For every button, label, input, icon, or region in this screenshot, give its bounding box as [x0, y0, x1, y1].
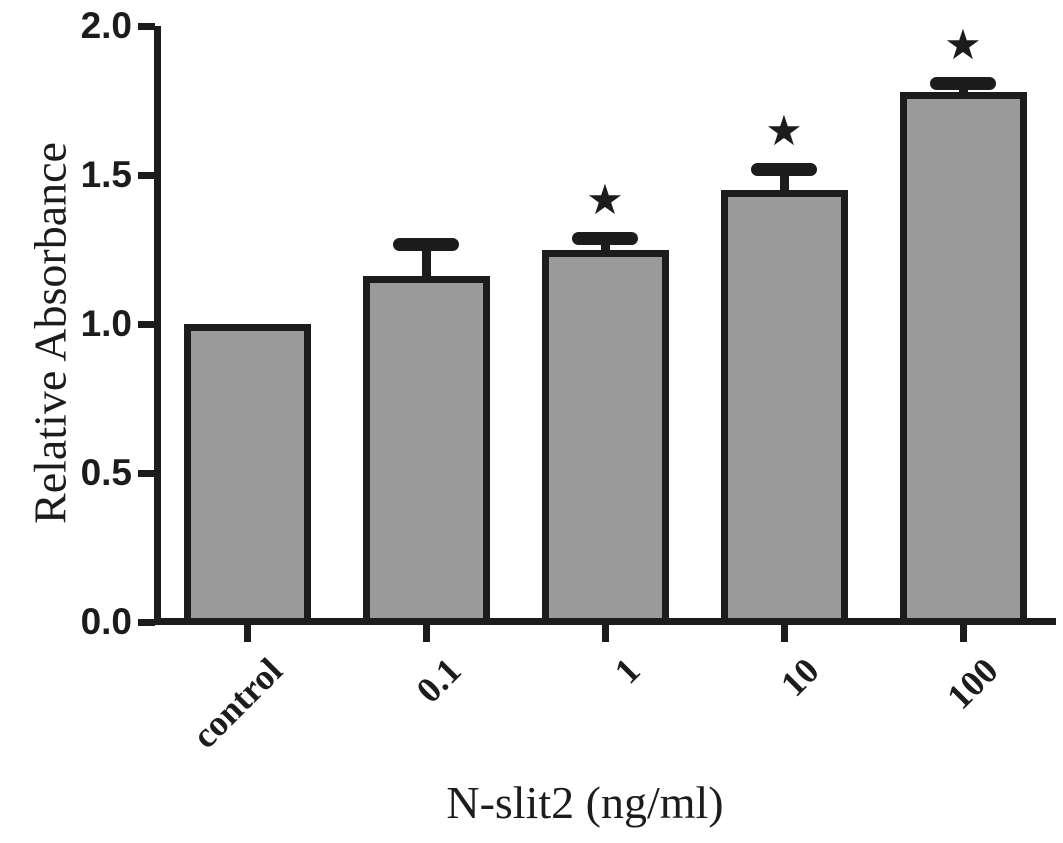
error-bar-stem: [421, 243, 431, 280]
y-tick-label: 2.0: [80, 5, 132, 46]
y-tick-label: 0.5: [80, 452, 132, 493]
x-tick: [423, 625, 430, 642]
error-bar-stem: [779, 169, 789, 193]
y-tick-label: 1.0: [80, 303, 132, 344]
significance-star-icon: ★: [765, 106, 803, 156]
x-axis-title: N-slit2 (ng/ml): [446, 777, 724, 828]
bar-1: [541, 249, 669, 625]
significance-star-icon: ★: [944, 19, 982, 69]
error-bar-cap: [572, 231, 638, 245]
bar-control: [183, 324, 311, 625]
y-tick: [138, 321, 155, 328]
error-bar-cap: [393, 237, 459, 251]
x-tick-label-control: control: [183, 650, 290, 756]
x-tick-label-0.1: 0.1: [408, 650, 469, 711]
x-tick: [244, 625, 251, 642]
y-tick: [138, 619, 155, 626]
y-axis-line: [154, 26, 161, 625]
x-tick: [602, 625, 609, 642]
y-tick: [138, 172, 155, 179]
x-tick: [960, 625, 967, 642]
y-tick-label: 0.0: [80, 601, 132, 642]
x-tick-label-10: 10: [772, 650, 827, 705]
bar-10: [720, 189, 848, 625]
error-bar-stem: [600, 237, 610, 253]
x-tick-label-1: 1: [606, 650, 648, 692]
error-bar-cap: [930, 76, 996, 90]
x-tick: [781, 625, 788, 642]
error-bar-cap: [751, 163, 817, 177]
x-tick-label-100: 100: [939, 650, 1006, 717]
y-tick-label: 1.5: [80, 154, 132, 195]
bar-0.1: [362, 276, 490, 625]
bar-100: [899, 91, 1027, 625]
y-tick: [138, 470, 155, 477]
significance-star-icon: ★: [586, 174, 624, 224]
y-tick: [138, 23, 155, 30]
